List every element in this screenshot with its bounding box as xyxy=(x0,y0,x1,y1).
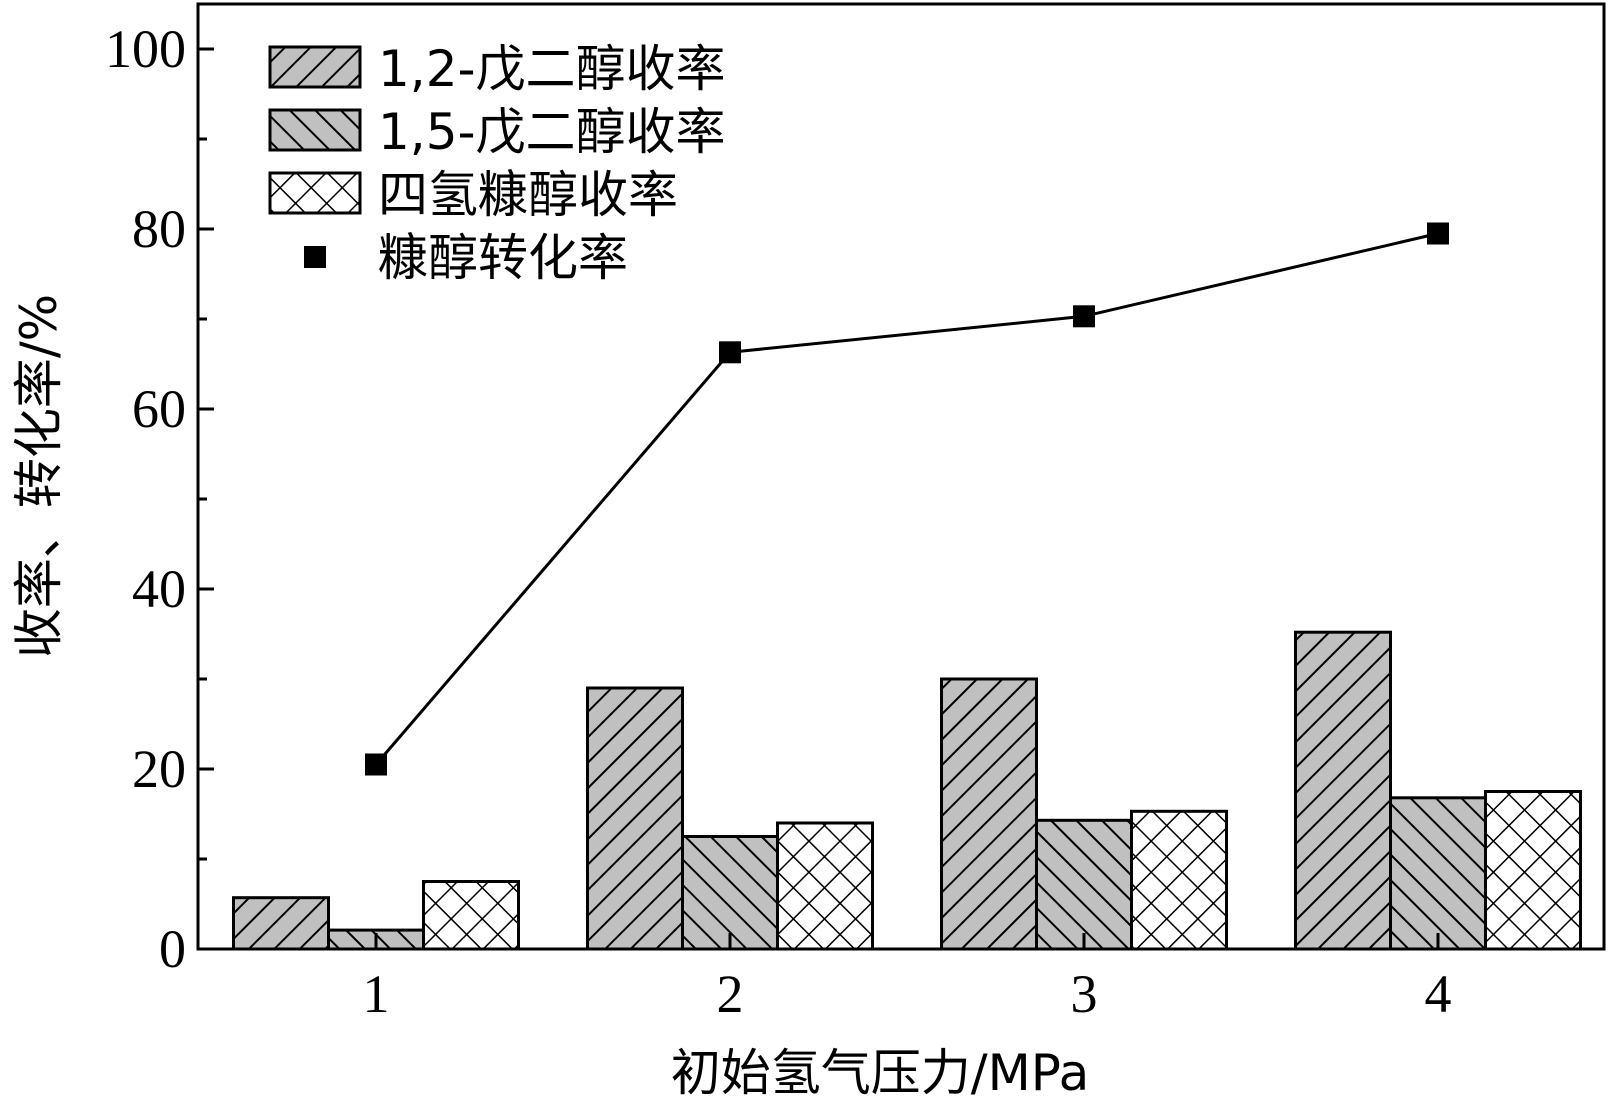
bar-2-cat-2 xyxy=(681,835,779,951)
bars-group xyxy=(232,630,1582,951)
x-tick-label-4: 4 xyxy=(1425,964,1452,1024)
x-axis: 1 2 3 4 xyxy=(363,933,1452,1024)
y-axis-title: 收率、转化率/% xyxy=(10,294,68,658)
legend-label-2: 1,5-戊二醇收率 xyxy=(378,103,726,161)
bar-2-cat-3 xyxy=(1035,818,1133,951)
bar-3-cat-2 xyxy=(776,821,874,951)
y-tick-label-20: 20 xyxy=(132,739,186,799)
conversion-point-3 xyxy=(1073,305,1095,328)
y-tick-label-60: 60 xyxy=(132,379,186,439)
y-tick-label-0: 0 xyxy=(159,919,186,979)
conversion-line xyxy=(374,232,1439,766)
bar-1-cat-4 xyxy=(1294,630,1392,951)
bar-1-cat-3 xyxy=(940,677,1038,951)
bar-3-cat-4 xyxy=(1484,790,1582,951)
legend-swatch-2 xyxy=(268,108,362,152)
x-axis-title: 初始氢气压力/MPa xyxy=(671,1044,1090,1102)
conversion-point-4 xyxy=(1427,222,1449,245)
legend-label-3: 四氢糠醇收率 xyxy=(378,166,678,224)
legend-swatch-1 xyxy=(268,45,362,89)
conversion-point-1 xyxy=(365,753,387,776)
y-tick-label-40: 40 xyxy=(132,559,186,619)
x-tick-label-3: 3 xyxy=(1071,964,1098,1024)
conversion-point-2 xyxy=(719,341,741,364)
x-tick-label-1: 1 xyxy=(363,964,390,1024)
bar-3-cat-3 xyxy=(1130,809,1228,951)
y-tick-label-80: 80 xyxy=(132,199,186,259)
bar-3-cat-1 xyxy=(422,880,520,951)
legend-label-1: 1,2-戊二醇收率 xyxy=(378,40,726,98)
y-tick-label-100: 100 xyxy=(105,19,186,79)
bar-1-cat-2 xyxy=(586,686,684,951)
legend-marker-4 xyxy=(304,246,326,268)
y-axis: 0 20 40 60 80 100 xyxy=(105,19,214,979)
plot-area xyxy=(196,2,1606,951)
legend-label-4: 糠醇转化率 xyxy=(378,229,628,287)
plot-frame xyxy=(196,2,1606,951)
line-series-group xyxy=(365,222,1449,776)
x-tick-label-2: 2 xyxy=(717,964,744,1024)
legend-swatch-3 xyxy=(268,171,362,215)
bar-2-cat-4 xyxy=(1389,796,1487,951)
bar-1-cat-1 xyxy=(232,896,330,951)
